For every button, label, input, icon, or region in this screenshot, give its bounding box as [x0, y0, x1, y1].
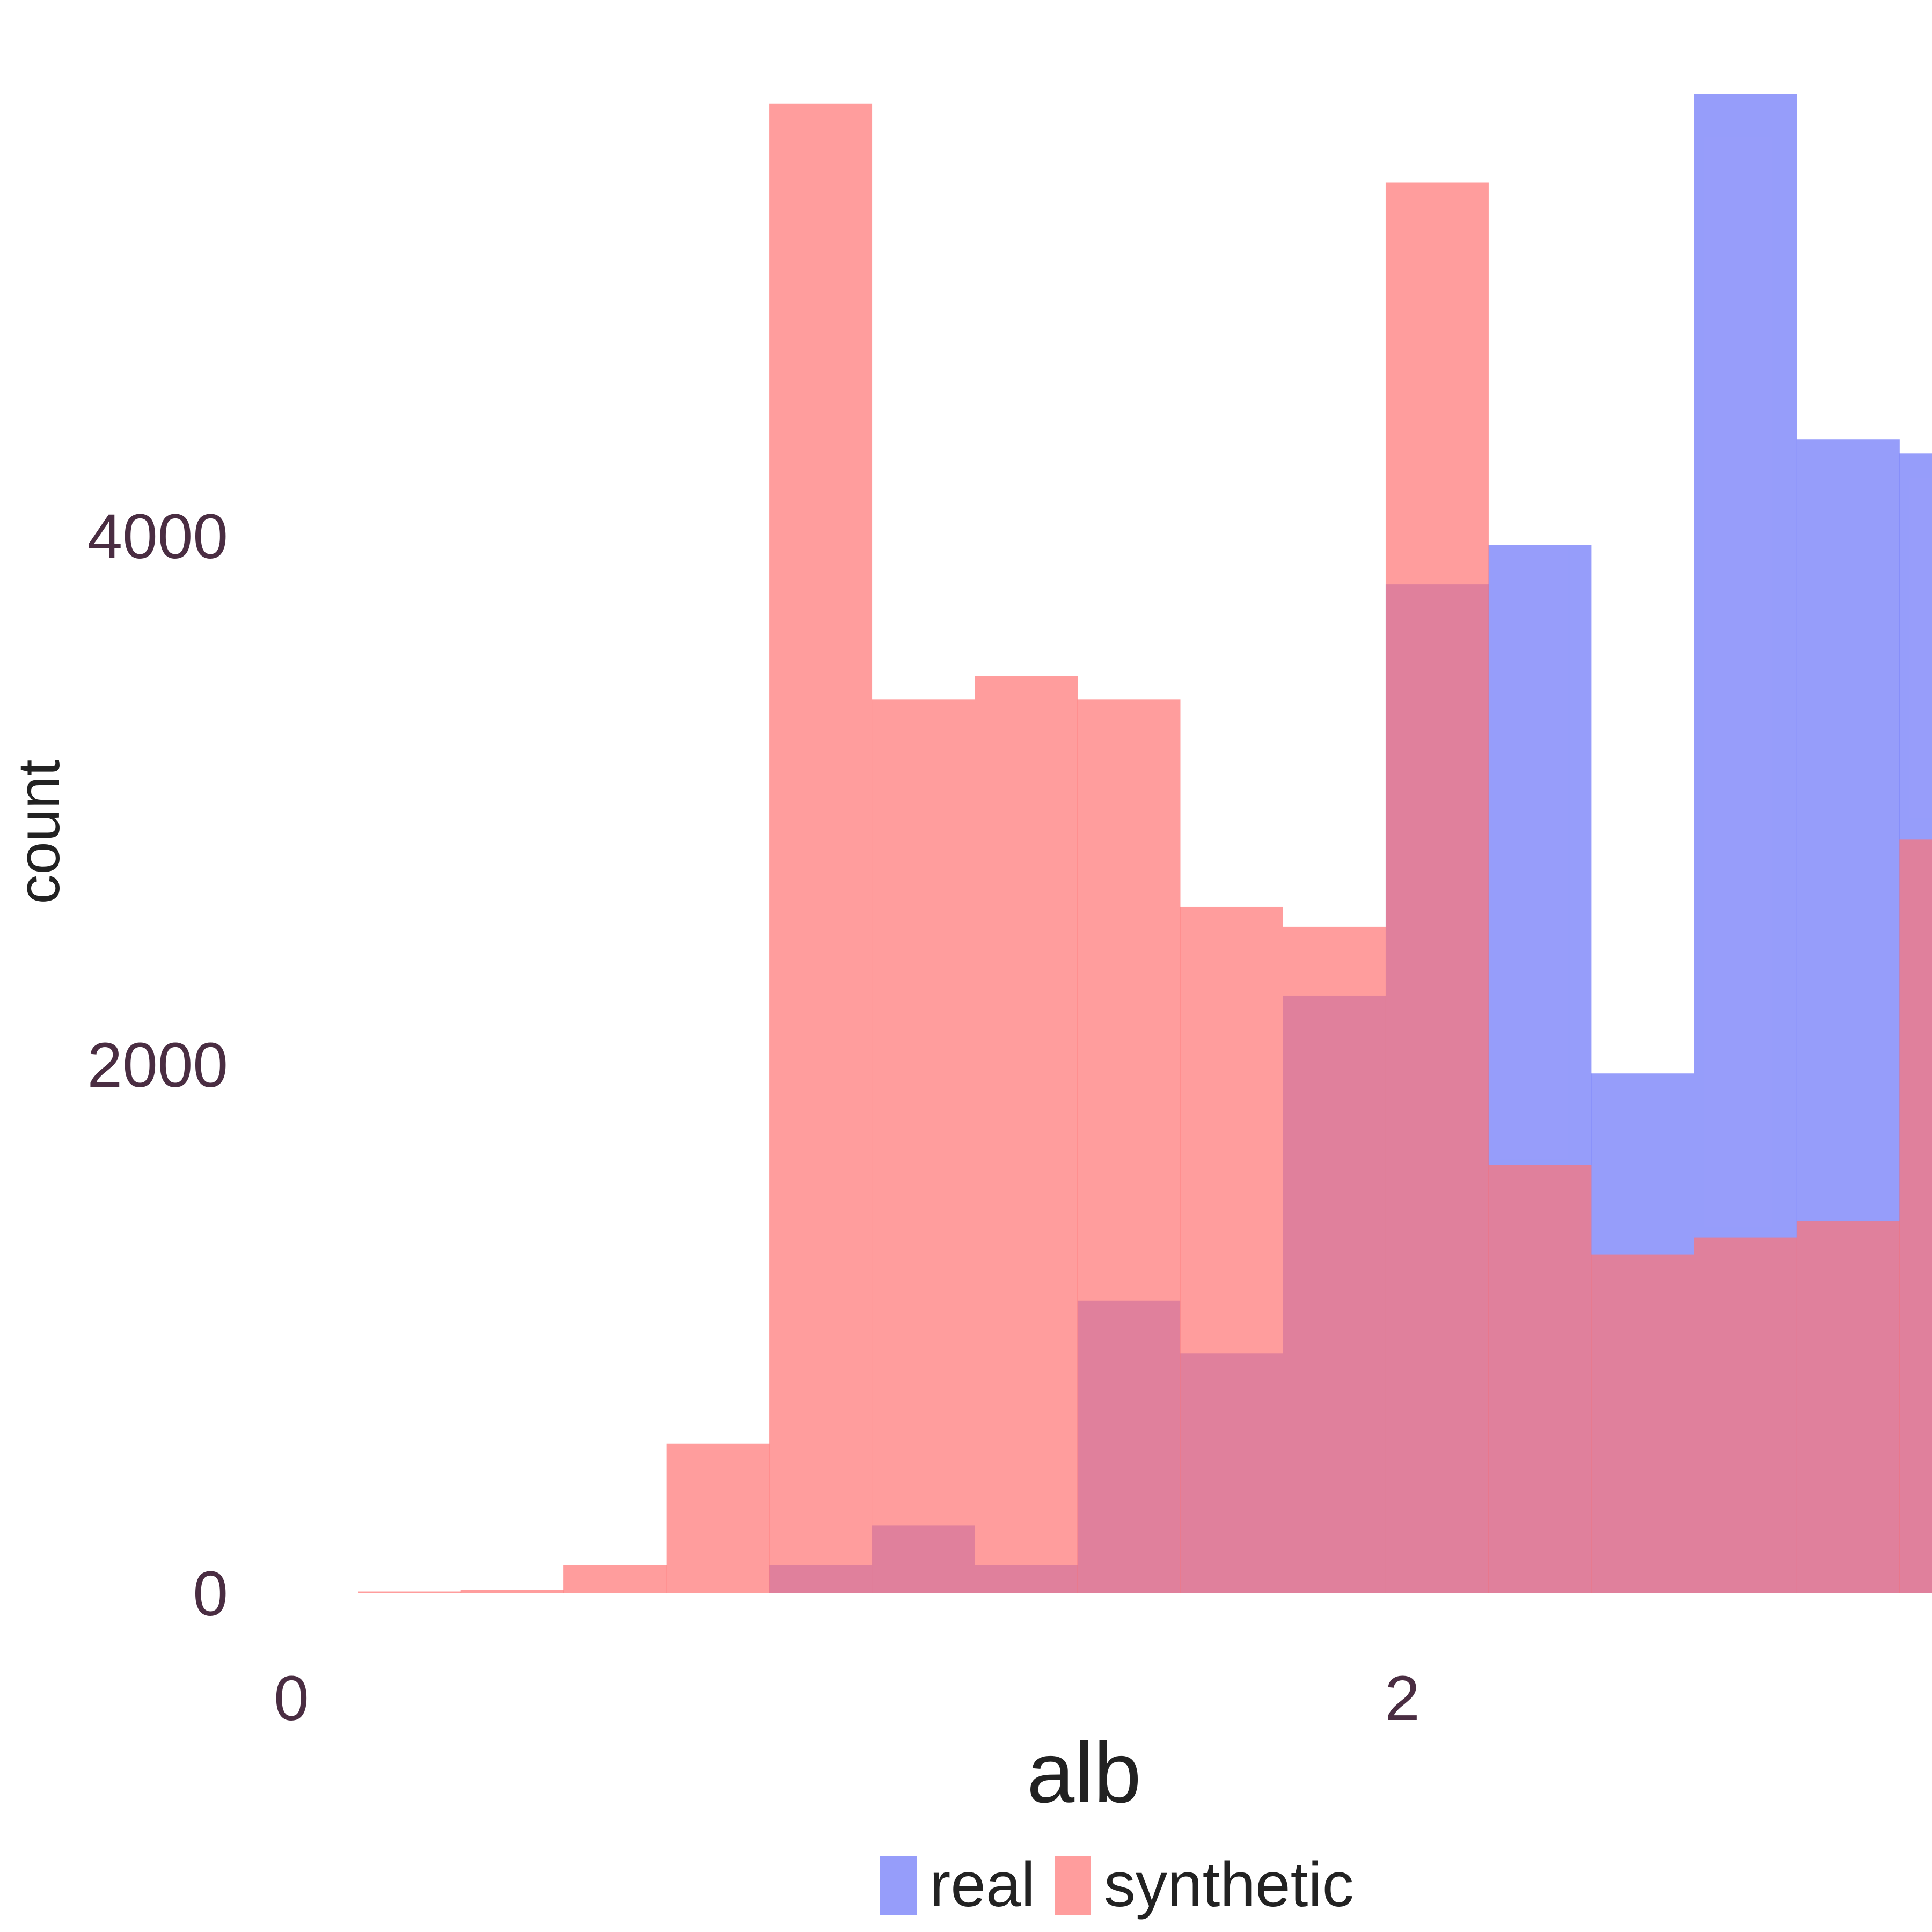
y-tick-label-1: 2000: [87, 1030, 228, 1101]
legend-label-real: real: [930, 1849, 1035, 1920]
bar-synthetic-12: [1591, 1254, 1694, 1593]
legend-label-synthetic: synthetic: [1104, 1849, 1354, 1920]
x-axis: 024: [274, 1663, 1420, 1734]
x-tick-label-1: 2: [1385, 1663, 1420, 1734]
bar-synthetic-13: [1694, 1237, 1797, 1593]
y-axis-title: count: [6, 759, 72, 904]
bar-synthetic-8: [1180, 906, 1283, 1593]
bar-synthetic-3: [666, 1443, 770, 1593]
y-tick-label-0: 0: [193, 1558, 228, 1629]
bar-synthetic-5: [872, 699, 975, 1593]
bar-synthetic-15: [1899, 839, 1932, 1593]
legend-key-synthetic: [1055, 1856, 1091, 1915]
series-synthetic: [358, 103, 1932, 1593]
x-tick-label-0: 0: [274, 1663, 309, 1734]
bar-synthetic-4: [769, 103, 873, 1593]
bar-synthetic-14: [1796, 1221, 1900, 1593]
bar-synthetic-10: [1385, 182, 1489, 1593]
x-axis-title: alb: [1027, 1724, 1141, 1820]
plot-area: [358, 94, 1932, 1593]
bar-synthetic-0: [358, 1591, 462, 1593]
bar-synthetic-2: [564, 1565, 667, 1593]
bar-synthetic-1: [460, 1590, 564, 1593]
y-tick-label-2: 4000: [87, 501, 228, 572]
bar-synthetic-9: [1283, 926, 1386, 1593]
bar-synthetic-7: [1077, 699, 1181, 1593]
legend-key-real: [880, 1856, 917, 1915]
bar-synthetic-11: [1488, 1165, 1592, 1593]
y-axis: 0 2000 4000: [87, 501, 228, 1629]
bar-synthetic-6: [975, 676, 1078, 1593]
legend: real synthetic: [880, 1849, 1354, 1920]
